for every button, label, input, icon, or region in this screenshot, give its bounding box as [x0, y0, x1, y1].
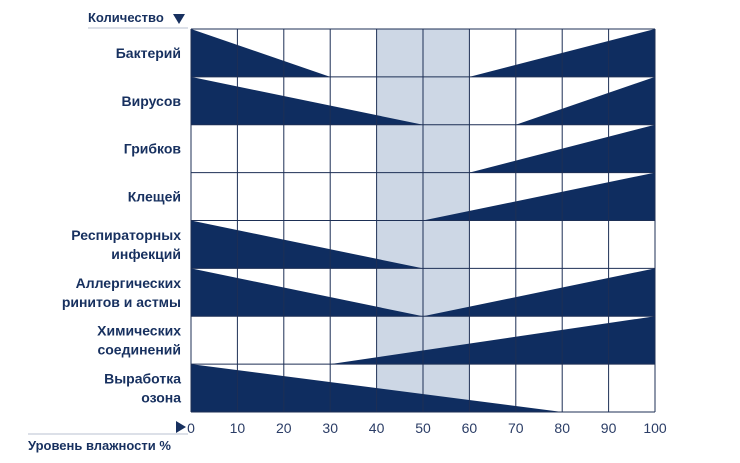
wedge-row-1-seg-1	[191, 29, 331, 77]
wedge-row-2-seg-2	[515, 76, 655, 125]
x-tick-label-60: 60	[462, 420, 478, 436]
row-label-6-line-2: ринитов и астмы	[62, 294, 181, 310]
row-label-6-line-1: Аллергических	[76, 275, 182, 291]
row-label-7-line-2: соединений	[97, 342, 181, 358]
x-tick-label-50: 50	[415, 420, 431, 436]
y-axis-arrow-icon	[173, 14, 185, 24]
x-tick-label-20: 20	[276, 420, 292, 436]
row-label-3: Грибков	[124, 141, 182, 157]
wedge-row-5-seg-1	[191, 220, 423, 269]
x-tick-label-40: 40	[369, 420, 385, 436]
row-label-1: Бактерий	[116, 45, 181, 61]
row-label-8-line-1: Выработка	[104, 371, 181, 387]
wedge-row-4-seg-1	[423, 172, 655, 221]
x-axis-arrow-icon	[176, 421, 186, 433]
wedge-row-2-seg-1	[191, 76, 423, 125]
row-label-8-line-2: озона	[141, 390, 181, 406]
x-tick-label-70: 70	[508, 420, 524, 436]
x-tick-label-10: 10	[230, 420, 246, 436]
y-axis-label: Количество	[88, 10, 164, 25]
wedge-row-6-seg-1	[191, 268, 423, 317]
row-label-5-line-2: инфекций	[111, 246, 181, 262]
wedge-row-6-seg-2	[423, 268, 655, 317]
x-tick-label-30: 30	[322, 420, 338, 436]
x-tick-label-100: 100	[643, 420, 667, 436]
wedge-row-7-seg-1	[330, 316, 655, 365]
row-label-2: Вирусов	[122, 93, 182, 109]
row-label-4: Клещей	[128, 189, 181, 205]
x-tick-label-90: 90	[601, 420, 617, 436]
x-tick-label-0: 0	[187, 420, 195, 436]
row-label-5-line-1: Респираторных	[71, 227, 181, 243]
x-axis-label: Уровень влажности %	[28, 438, 171, 453]
row-label-7-line-1: Химических	[97, 323, 181, 339]
x-tick-label-80: 80	[554, 420, 570, 436]
